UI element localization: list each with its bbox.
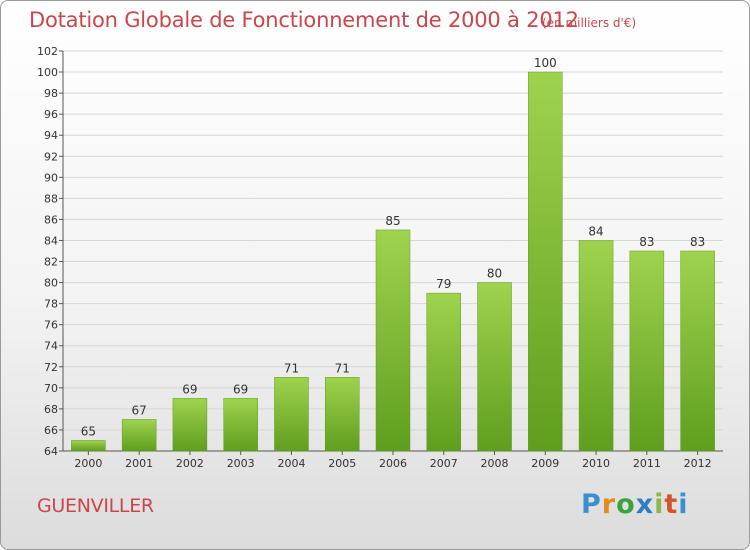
bar-value-label: 85: [385, 214, 400, 228]
y-tick-label: 76: [44, 319, 58, 332]
y-tick-label: 66: [44, 424, 58, 437]
bar: [121, 419, 157, 452]
x-tick-label: 2005: [328, 457, 356, 470]
bar: [71, 440, 106, 452]
y-tick-label: 82: [44, 256, 58, 269]
bar-value-label: 69: [182, 382, 197, 396]
y-tick-label: 86: [44, 213, 58, 226]
unit-label: (en milliers d'€): [542, 16, 637, 30]
bar-value-label: 84: [588, 224, 603, 238]
x-tick-label: 2001: [125, 457, 153, 470]
bar: [223, 398, 258, 452]
y-tick-label: 80: [44, 277, 58, 290]
y-tick-label: 98: [44, 87, 58, 100]
y-tick-label: 90: [44, 171, 58, 184]
y-tick-label: 64: [44, 445, 58, 458]
chart-title: Dotation Globale de Fonctionnement de 20…: [29, 8, 579, 32]
bar-value-label: 69: [233, 382, 248, 396]
bar: [680, 250, 715, 452]
bar: [477, 282, 512, 452]
bar: [274, 377, 309, 452]
bar: [172, 398, 208, 452]
bar-value-label: 80: [487, 267, 502, 281]
bar: [375, 229, 411, 452]
y-tick-label: 102: [37, 45, 58, 58]
x-tick-label: 2003: [227, 457, 255, 470]
x-tick-label: 2004: [277, 457, 305, 470]
bar-value-label: 100: [534, 56, 557, 70]
bar-value-label: 67: [132, 403, 147, 417]
y-tick-label: 72: [44, 361, 58, 374]
x-tick-label: 2000: [74, 457, 102, 470]
bar: [528, 71, 563, 452]
bar: [324, 377, 360, 452]
y-tick-label: 84: [44, 234, 58, 247]
bar-value-label: 71: [335, 361, 350, 375]
bar: [426, 292, 462, 452]
bar-value-label: 79: [436, 277, 451, 291]
bar-value-label: 71: [284, 361, 299, 375]
y-tick-label: 100: [37, 66, 58, 79]
y-tick-label: 78: [44, 298, 58, 311]
x-tick-label: 2012: [684, 457, 712, 470]
x-tick-label: 2011: [633, 457, 661, 470]
bar-value-label: 83: [690, 235, 705, 249]
bar: [578, 240, 614, 452]
y-tick-label: 88: [44, 192, 58, 205]
x-tick-label: 2007: [430, 457, 458, 470]
proxiti-logo: Proxiti: [581, 489, 689, 520]
bar: [629, 250, 665, 452]
bar-value-label: 83: [639, 235, 654, 249]
y-tick-label: 70: [44, 382, 58, 395]
x-tick-label: 2008: [481, 457, 509, 470]
x-tick-label: 2009: [531, 457, 559, 470]
y-tick-label: 68: [44, 403, 58, 416]
x-tick-label: 2010: [582, 457, 610, 470]
x-tick-label: 2002: [176, 457, 204, 470]
y-tick-label: 96: [44, 108, 58, 121]
y-tick-label: 74: [44, 340, 58, 353]
y-tick-label: 94: [44, 129, 58, 142]
place-name: GUENVILLER: [37, 495, 154, 517]
y-tick-label: 92: [44, 150, 58, 163]
bar-value-label: 65: [81, 424, 96, 438]
x-tick-label: 2006: [379, 457, 407, 470]
